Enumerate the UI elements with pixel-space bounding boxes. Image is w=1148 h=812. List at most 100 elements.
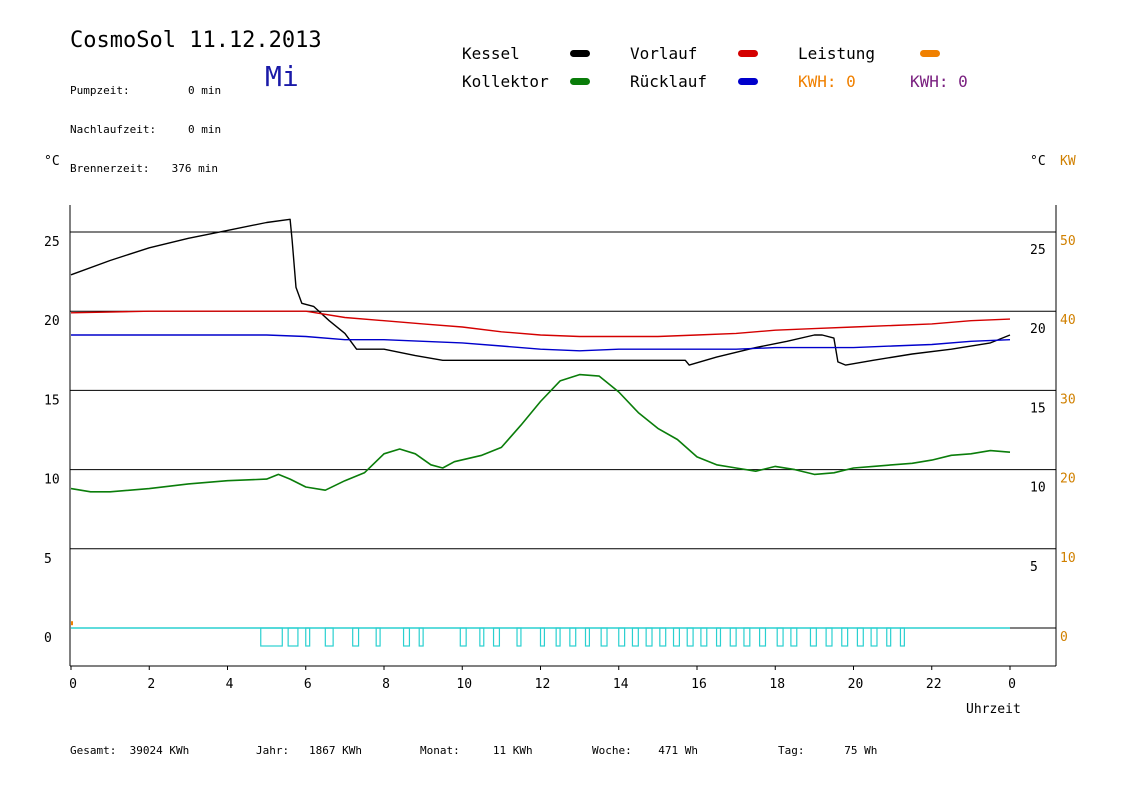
y-tick-right-kw: 0 [1060,630,1068,645]
pump-pulse [700,627,708,647]
footer-woche: Woche: 471 Wh [592,744,698,757]
y-tick-right-kw: 20 [1060,472,1076,487]
pump-pulse [569,627,577,647]
pump-pulse [899,627,905,647]
y-tick-right-kw: 40 [1060,313,1076,328]
pump-pulse [659,627,667,647]
legend-ruecklauf-swatch [738,78,758,85]
pump-pulse [402,627,411,647]
footer-gesamt: Gesamt: 39024 KWh [70,744,190,757]
pump-pulse [672,627,680,647]
page-title: CosmoSol 11.12.2013 [70,28,322,53]
x-tick-label: 0 [69,677,77,692]
pump-pulse [841,627,849,647]
pump-pulse [260,627,283,647]
pump-pulse [825,627,833,647]
pump-pulse [618,627,626,647]
pump-pulse [539,627,546,647]
x-tick-label: 22 [926,677,942,692]
pump-pulse [715,627,722,647]
y-tick-left: 25 [44,235,60,250]
pump-pulse [459,627,467,647]
legend-kwh-purple: KWH: 0 [910,72,968,91]
y-tick-right-kw: 50 [1060,234,1076,249]
series-line-kollektor [70,373,1011,493]
legend-kessel-label: Kessel [462,44,520,63]
pump-pulse [729,627,737,647]
pump-pulse [886,627,892,647]
y-tick-right-c: 20 [1030,322,1046,337]
pump-pulse [352,627,360,647]
footer-tag: Tag: 75 Wh [778,744,878,757]
pump-pulse [809,627,817,647]
chart-axes [69,205,1057,670]
pump-pulse [375,627,381,647]
grid-lines [70,231,1056,629]
x-tick-label: 8 [382,677,390,692]
x-tick-label: 12 [535,677,551,692]
pump-pulse [287,627,299,647]
pump-pulse [479,627,485,647]
y-tick-left: 10 [44,473,60,488]
legend-kollektor-swatch [570,78,590,85]
pump-pulses [71,627,1010,647]
pump-pulse [555,627,561,647]
pump-pulse [305,627,311,647]
legend-kwh-orange: KWH: 0 [798,72,856,91]
y-tick-right-c: 15 [1030,401,1046,416]
pump-pulse [743,627,751,647]
footer-jahr: Jahr: 1867 KWh [256,744,362,757]
y-tick-left: 5 [44,552,52,567]
info-brennerzeit: Brennerzeit: 376 min [70,162,218,175]
pump-pulse [776,627,784,647]
y-axis-right-unit: °C [1030,154,1046,169]
pump-pulse [600,627,608,647]
y-tick-right-kw: 10 [1060,551,1076,566]
y-tick-right-c: 5 [1030,560,1038,575]
legend-leistung-label: Leistung [798,44,876,63]
legend-vorlauf-label: Vorlauf [630,44,698,63]
pump-pulse [324,627,334,647]
series-lines [70,218,1011,626]
x-tick-label: 16 [691,677,707,692]
x-tick-label: 6 [304,677,312,692]
x-tick-label: 0 [1008,677,1016,692]
pump-pulse [584,627,591,647]
x-tick-label: 18 [769,677,785,692]
series-line-ruecklauf [71,334,1011,352]
y-axis-left-unit: °C [44,154,60,169]
y-tick-left: 0 [44,631,52,646]
x-tick-label: 4 [226,677,234,692]
x-tick-label: 10 [456,677,472,692]
pump-pulse [492,627,501,647]
info-nachlaufzeit: Nachlaufzeit: 0 min [70,123,222,136]
x-tick-label: 2 [147,677,155,692]
legend-vorlauf-swatch [738,50,758,57]
info-block: Pumpzeit: 0 min Nachlaufzeit: 0 min Brenne… [70,58,222,188]
legend-ruecklauf-label: Rücklauf [630,72,708,91]
y-axis-right-kw-unit: KW [1060,154,1076,169]
pump-pulse [418,627,424,647]
y-tick-left: 20 [44,314,60,329]
series-line-kessel [70,218,1011,366]
pump-pulse [516,627,522,647]
pump-pulse [631,627,639,647]
x-tick-label: 20 [848,677,864,692]
series-line-vorlauf [70,310,1011,338]
legend-leistung-swatch [920,50,940,57]
y-tick-right-c: 25 [1030,243,1046,258]
pump-pulse [790,627,798,647]
legend-kollektor-label: Kollektor [462,72,549,91]
tick-labels: 0 2 4 6 8 10 12 14 16 18 20 22 0 0 5 10 15 20 25 5 10 15 20 25 0… [44,234,1076,692]
info-pumpzeit: Pumpzeit: 0 min [70,84,222,97]
pump-pulse [870,627,878,647]
x-tick-label: 14 [613,677,629,692]
y-tick-left: 15 [44,393,60,408]
pump-pulse [686,627,694,647]
pump-pulse [645,627,653,647]
y-tick-right-c: 10 [1030,481,1046,496]
pump-pulse [758,627,767,647]
y-tick-right-kw: 30 [1060,392,1076,407]
x-axis-label: Uhrzeit [966,702,1021,717]
